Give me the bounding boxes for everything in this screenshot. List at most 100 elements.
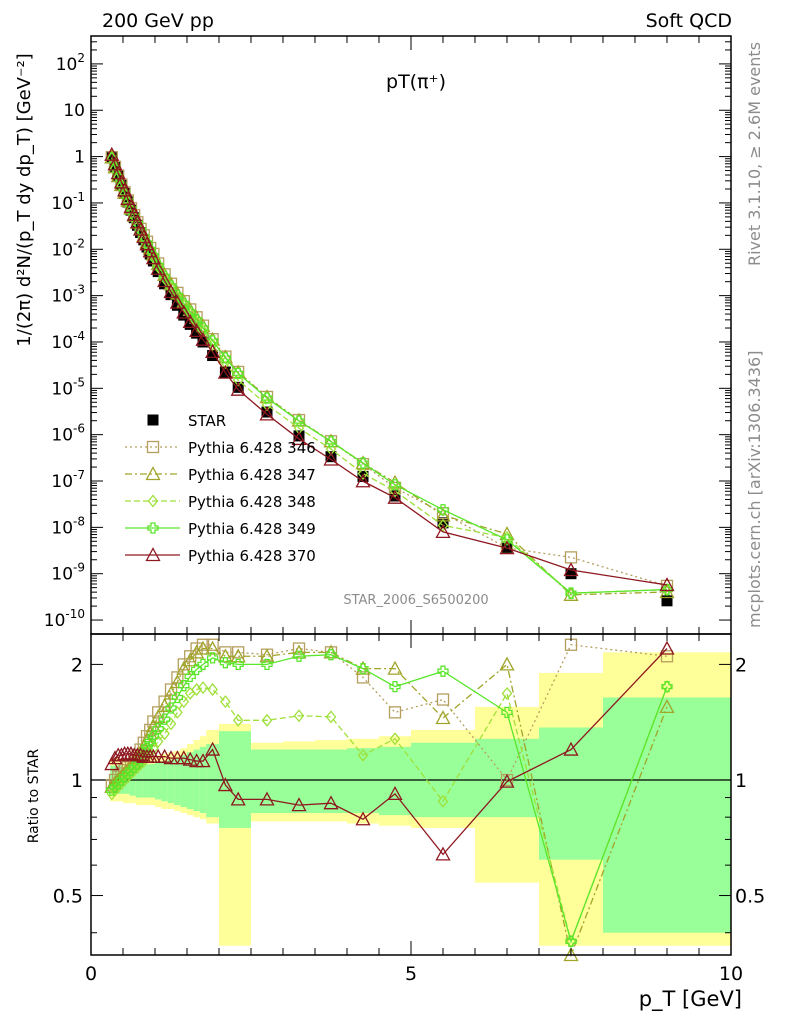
series-3-point — [389, 484, 401, 498]
series-4-point — [232, 367, 244, 380]
series-0-point — [197, 336, 209, 348]
ratio-y-tick-label: 2 — [71, 654, 83, 676]
series-4-ratio-point — [171, 691, 184, 704]
series-1-ratio-point — [206, 638, 219, 651]
series-2-ratio-point — [142, 725, 158, 740]
series-5-point — [157, 273, 173, 288]
x-tick-label: 10 — [719, 963, 743, 985]
series-0-point — [191, 327, 203, 339]
series-0-point — [171, 299, 183, 311]
series-4-ratio-point — [115, 774, 128, 786]
series-4-ratio-point — [501, 706, 513, 719]
series-2-ratio-point — [169, 674, 185, 689]
series-0-point — [207, 350, 219, 362]
series-3-ratio-point — [220, 695, 231, 709]
series-5-point — [107, 156, 123, 171]
series-4-ratio-point — [152, 723, 164, 735]
series-4-ratio-point — [184, 670, 196, 683]
stat-band-segment — [347, 748, 379, 814]
series-5-point — [110, 165, 126, 180]
upper-y-tick-label: 10 — [63, 101, 85, 121]
series-4-ratio-point — [106, 784, 118, 796]
series-4-ratio-point — [128, 761, 140, 773]
header-right: Soft QCD — [646, 10, 732, 32]
series-5-point — [195, 331, 211, 346]
series-4-point — [128, 210, 140, 222]
stat-band-segment — [142, 764, 149, 798]
series-5-point — [189, 323, 205, 338]
series-4-point — [357, 457, 369, 469]
series-3-ratio-point — [232, 713, 244, 727]
series-3-ratio-point — [261, 713, 273, 727]
series-4-ratio-point — [661, 681, 673, 693]
rivet-label: Rivet 3.1.10, ≥ 2.6M events — [745, 42, 764, 266]
series-0-point — [184, 318, 196, 330]
series-2-ratio-point — [291, 644, 307, 659]
series-4-ratio-point — [122, 767, 134, 780]
series-5-point — [435, 523, 451, 538]
upper-y-tick-label: 10-6 — [51, 422, 85, 446]
ratio-y-tick-label-right: 0.5 — [735, 886, 765, 908]
series-0-point — [138, 234, 150, 246]
stat-band-segment — [155, 762, 162, 800]
stat-band-segment — [187, 752, 194, 810]
series-4-ratio-point — [158, 713, 171, 725]
series-5-ratio-point — [107, 750, 123, 765]
series-4-point — [437, 504, 449, 516]
series-5-ratio-point — [217, 777, 233, 792]
series-0-point — [565, 568, 577, 580]
upper-y-tick-label: 10-8 — [51, 514, 85, 538]
series-5-ratio-point — [355, 811, 371, 826]
series-1-ratio-point — [184, 650, 197, 663]
series-0-point — [261, 406, 273, 418]
series-4-ratio-point — [197, 658, 209, 671]
stat-band-segment — [148, 764, 155, 798]
series-5-point — [117, 182, 133, 197]
series-2-ratio-point — [659, 699, 675, 714]
series-3-ratio-point — [501, 686, 513, 700]
series-2-ratio-point — [499, 656, 515, 671]
series-5-point — [133, 221, 149, 236]
series-5-point — [355, 473, 371, 488]
series-5-point — [387, 489, 403, 504]
series-2-ratio-point — [323, 644, 339, 659]
series-5-point — [259, 406, 275, 421]
series-4-ratio-point — [293, 650, 305, 662]
x-tick-label: 0 — [85, 963, 97, 985]
legend-marker — [145, 466, 161, 481]
series-0-point — [131, 219, 143, 231]
series-1-ratio-point — [152, 706, 165, 719]
series-5-ratio-point — [387, 786, 403, 801]
series-5-point — [176, 304, 192, 319]
series-2-ratio-point — [163, 685, 179, 700]
series-5-point — [230, 381, 246, 396]
series-5-ratio-point — [323, 795, 339, 810]
series-0-point — [232, 381, 244, 393]
series-5-point — [120, 190, 136, 205]
series-4-ratio-point — [565, 935, 577, 947]
series-3-ratio-point — [357, 748, 369, 762]
plot-title: pT(π⁺) — [386, 71, 446, 93]
upper-y-axis-label: 1/(2π) d²N/(p_T dy dp_T) [GeV⁻²] — [14, 53, 35, 346]
series-5-point — [563, 562, 579, 577]
stat-band-segment — [180, 755, 187, 808]
legend-label: Pythia 6.428 370 — [188, 547, 316, 565]
legend-label: Pythia 6.428 348 — [188, 493, 316, 511]
series-0-point — [437, 517, 449, 529]
stat-band-segment — [161, 761, 168, 802]
series-3-ratio-point — [325, 710, 337, 724]
axis-ticks: 10-1010-910-810-710-610-510-410-310-210-… — [44, 35, 765, 985]
ratio-y-tick-label-right: 1 — [735, 770, 747, 792]
series-5-point — [145, 250, 161, 265]
upper-y-tick-label: 10-5 — [51, 375, 85, 399]
series-1-ratio-point — [196, 638, 210, 651]
series-1-point — [660, 579, 674, 593]
ratio-y-tick-label-right: 2 — [735, 654, 747, 676]
mcplots-label: mcplots.cern.ch [arXiv:1306.3436] — [745, 351, 764, 628]
series-5-ratio-point — [659, 640, 675, 655]
series-4-point — [219, 352, 232, 364]
series-4-ratio-point — [232, 658, 244, 671]
series-3-ratio-point — [165, 717, 177, 731]
series-2-ratio-point — [189, 644, 205, 659]
series-1-ratio-point — [356, 671, 370, 684]
